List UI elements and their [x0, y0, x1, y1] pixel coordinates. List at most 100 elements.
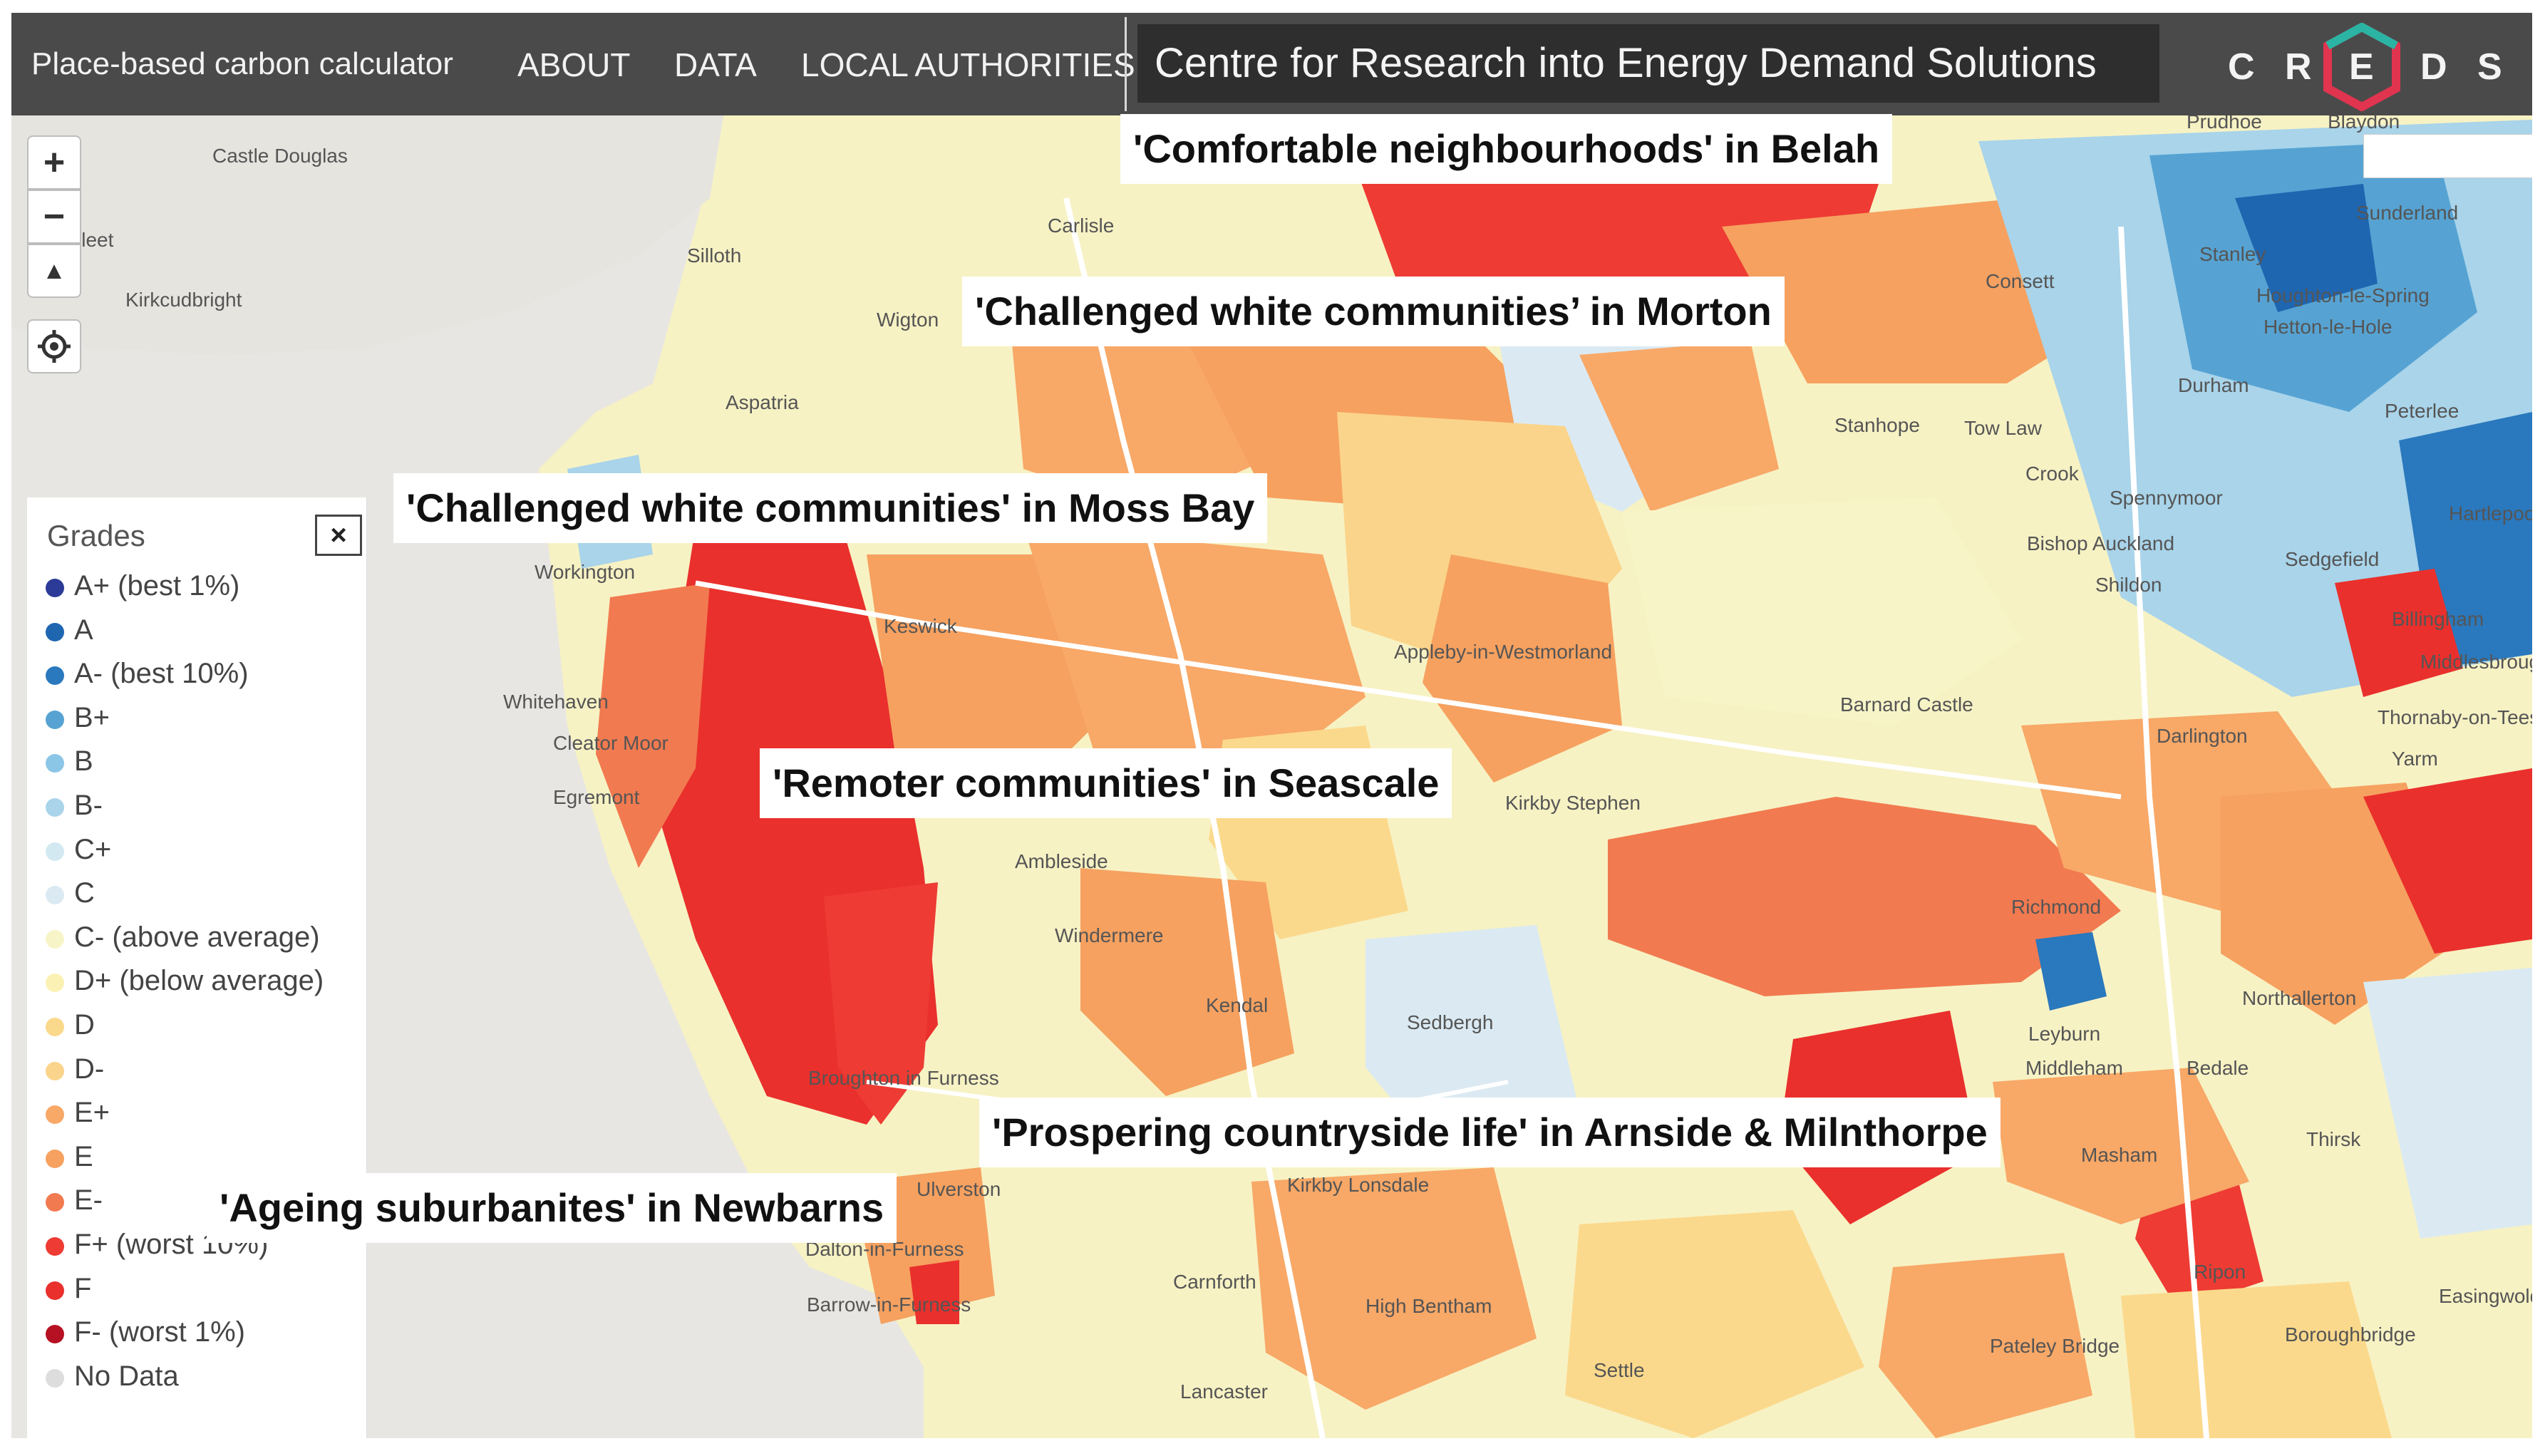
- region: [2363, 768, 2532, 954]
- place-label: Yarm: [2392, 748, 2438, 770]
- place-label: Crook: [2025, 463, 2080, 485]
- annotation-arnside-milnthorpe: 'Prospering countryside life' in Arnside…: [979, 1098, 2001, 1167]
- legend-label: B-: [74, 790, 103, 821]
- region: [824, 882, 938, 1125]
- legend-label: No Data: [74, 1360, 179, 1392]
- legend-item: B: [46, 741, 359, 784]
- legend-swatch: [46, 1149, 64, 1168]
- legend-item: B-: [46, 785, 359, 828]
- legend-swatch: [46, 1061, 64, 1080]
- logo-letter: R: [2285, 46, 2313, 88]
- legend-swatch: [46, 1193, 64, 1212]
- logo-letter: E: [2349, 46, 2375, 88]
- place-label: Ulverston: [917, 1178, 1001, 1200]
- legend-label: D-: [74, 1053, 105, 1085]
- scotland-land: [11, 113, 724, 355]
- legend-item: F: [46, 1269, 359, 1311]
- legend-swatch: [46, 1105, 64, 1125]
- place-label: Lancaster: [1180, 1380, 1268, 1403]
- legend-item: C+: [46, 830, 359, 872]
- place-label: Ripon: [2194, 1261, 2246, 1283]
- legend-item: B+: [46, 698, 359, 740]
- place-label: Middleham: [2025, 1057, 2123, 1079]
- legend-item: A- (best 10%): [46, 654, 359, 696]
- legend-item: C: [46, 873, 359, 916]
- legend-swatch: [46, 1018, 64, 1036]
- place-label: Middlesbrough: [2420, 651, 2532, 673]
- legend-swatch: [46, 798, 64, 817]
- legend-swatch: [46, 1325, 64, 1344]
- nav-data-link[interactable]: DATA: [674, 46, 757, 83]
- reset-north-button[interactable]: ▲: [27, 244, 81, 298]
- legend-label: B: [74, 745, 93, 778]
- place-label: Bishop Auckland: [2027, 532, 2174, 554]
- choropleth-map[interactable]: Castle Douglas of Fleet Kirkcudbright Si…: [11, 13, 2532, 1438]
- region: [1622, 497, 2021, 726]
- place-label: Durham: [2178, 374, 2249, 396]
- legend-label: F- (worst 1%): [74, 1316, 245, 1348]
- legend-label: D: [74, 1009, 95, 1041]
- top-navbar: Place-based carbon calculator ABOUT DATA…: [11, 13, 2532, 115]
- target-icon: [38, 330, 71, 363]
- annotation-belah: 'Comfortable neighbourhoods' in Belah: [1120, 114, 1893, 184]
- annotation-morton: 'Challenged white communities’ in Morton: [962, 277, 1785, 346]
- legend-swatch: [46, 842, 64, 861]
- zoom-in-button[interactable]: +: [27, 135, 81, 190]
- place-label: Carnforth: [1173, 1271, 1256, 1293]
- place-label: Peterlee: [2385, 400, 2459, 422]
- place-label: Bedale: [2187, 1057, 2249, 1079]
- place-label: Consett: [1986, 270, 2055, 292]
- place-label: Settle: [1594, 1359, 1645, 1381]
- legend-swatch: [46, 1281, 64, 1300]
- place-label: Hetton-le-Hole: [2263, 316, 2392, 338]
- legend-label: E: [74, 1140, 93, 1172]
- legend-item: E: [46, 1137, 359, 1179]
- place-label: Stanley: [2199, 243, 2266, 265]
- place-label: Northallerton: [2242, 987, 2356, 1009]
- nav-about-link[interactable]: ABOUT: [517, 46, 631, 83]
- legend-item: E+: [46, 1093, 359, 1135]
- creds-logo[interactable]: C R E D S: [2214, 23, 2513, 111]
- place-label: Masham: [2081, 1144, 2157, 1166]
- legend-swatch: [46, 886, 64, 905]
- nav-divider: [1125, 17, 1127, 111]
- place-label: Barrow-in-Furness: [807, 1294, 971, 1316]
- legend-label: E-: [74, 1184, 103, 1217]
- place-label: Houghton-le-Spring: [2256, 284, 2430, 306]
- place-label: Richmond: [2011, 896, 2101, 918]
- legend-swatch: [46, 929, 64, 949]
- legend-close-button[interactable]: ×: [315, 515, 362, 556]
- logo-letter: D: [2420, 46, 2449, 88]
- place-label: Shildon: [2095, 574, 2162, 596]
- map-search-input[interactable]: [2363, 134, 2532, 178]
- logo-letter: C: [2228, 46, 2256, 88]
- region: [1565, 1210, 1864, 1438]
- legend-item: A+ (best 1%): [46, 566, 359, 609]
- region: [1608, 797, 2121, 996]
- legend-title: Grades: [47, 519, 145, 552]
- logo-letter: S: [2477, 46, 2504, 88]
- place-label: Leyburn: [2028, 1023, 2100, 1045]
- zoom-out-button[interactable]: −: [27, 190, 81, 244]
- place-label: Thirsk: [2306, 1128, 2361, 1150]
- place-label: Thornaby-on-Tees: [2378, 706, 2532, 728]
- place-label: Stanhope: [1834, 414, 1920, 436]
- place-label: Broughton in Furness: [808, 1067, 999, 1089]
- place-label: Whitehaven: [503, 691, 609, 713]
- region: [2235, 184, 2378, 312]
- place-label: Wigton: [877, 309, 939, 331]
- legend-item: F- (worst 1%): [46, 1312, 359, 1355]
- legend-item: D: [46, 1005, 359, 1048]
- site-brand-link[interactable]: Place-based carbon calculator: [31, 46, 453, 81]
- legend-swatch: [46, 622, 64, 641]
- nav-local-authorities-link[interactable]: LOCAL AUTHORITIES: [801, 46, 1135, 83]
- place-label: Easingwold: [2439, 1285, 2532, 1307]
- locate-button[interactable]: [27, 319, 81, 373]
- place-label: Ambleside: [1015, 850, 1108, 872]
- centre-title: Centre for Research into Energy Demand S…: [1137, 24, 2159, 103]
- region: [2035, 932, 2107, 1011]
- legend-label: C+: [74, 833, 112, 865]
- place-label: Cleator Moor: [553, 732, 668, 754]
- place-label: Hartlepool: [2449, 502, 2532, 525]
- legend-item: D-: [46, 1049, 359, 1092]
